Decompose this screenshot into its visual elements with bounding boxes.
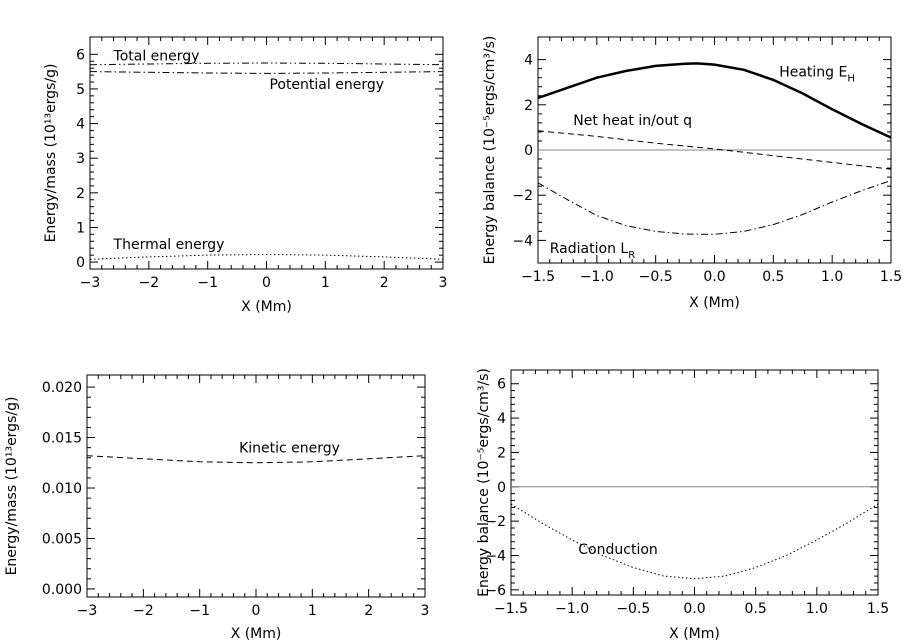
y-tick-label: 4 (76, 117, 85, 133)
series-line-potential-energy (89, 71, 444, 74)
x-tick-label: 0 (262, 275, 271, 291)
annotation-label: Heating EH (779, 65, 855, 85)
panel-1: −3 −2 −1 0 1 2 3 0 1 2 3 4 5 6 X (Mm) Energy/mass (10¹³… (43, 36, 448, 315)
annotation-label: Total energy (113, 49, 200, 65)
x-tick-label: −1.0 (555, 601, 589, 617)
y-tick-label: −4 (485, 548, 506, 564)
y-tick-label: 0 (497, 480, 506, 496)
x-tick-label: −2 (139, 275, 160, 291)
x-tick-label: −1.0 (580, 269, 614, 285)
plot-frame (86, 374, 426, 598)
x-tick-label: −1.5 (521, 269, 555, 285)
x-axis-label: X (Mm) (669, 626, 720, 642)
y-tick-label: 6 (76, 47, 85, 63)
y-tick-label: 0.005 (42, 531, 82, 547)
x-tick-label: 0.5 (745, 601, 767, 617)
y-axis-label: Energy balance (10⁻⁵ergs/cm³/s) (476, 368, 492, 597)
y-tick-label: 4 (497, 411, 506, 427)
series-line-thermal-energy (89, 253, 444, 260)
x-axis-label: X (Mm) (689, 295, 740, 311)
x-tick-label: 3 (421, 603, 430, 619)
annotation-label: Thermal energy (113, 237, 225, 253)
panel-2: −1.5 −1.0 −0.5 0.0 0.5 1.0 1.5 −4 −2 0 2 4 X (Mm) Ene… (482, 36, 902, 311)
x-axis-label: X (Mm) (231, 626, 282, 642)
y-tick-label: −4 (512, 233, 533, 249)
x-tick-label: −3 (80, 275, 101, 291)
x-tick-label: 0.0 (683, 601, 705, 617)
x-tick-label: 0 (252, 603, 261, 619)
x-axis-label: X (Mm) (241, 299, 292, 315)
x-tick-label: 0.5 (762, 269, 784, 285)
x-tick-label: −0.5 (639, 269, 673, 285)
y-tick-label: 0 (76, 255, 85, 271)
series-line-total-energy (89, 62, 444, 66)
y-tick-label: −2 (485, 514, 506, 530)
annotation-label: Net heat in/out q (573, 113, 692, 129)
annotation-label: Kinetic energy (239, 441, 340, 457)
y-tick-label: 6 (497, 377, 506, 393)
x-tick-label: 3 (439, 275, 448, 291)
series-line-heating-e-h (537, 62, 892, 139)
y-tick-label: 0.015 (42, 431, 82, 447)
y-tick-label: 0 (524, 143, 533, 159)
annotation-label: Radiation LR (550, 241, 635, 261)
y-tick-label: −6 (485, 583, 506, 599)
x-tick-label: 1 (308, 603, 317, 619)
x-tick-label: −0.5 (616, 601, 650, 617)
x-tick-label: 0.0 (703, 269, 725, 285)
x-tick-label: 2 (364, 603, 373, 619)
panel-4: −1.5 −1.0 −0.5 0.0 0.5 1.0 1.5 −6 −4 −2 0 2 4 6 X (Mm)… (476, 368, 889, 642)
x-tick-label: 1.5 (880, 269, 902, 285)
y-tick-label: −2 (512, 188, 533, 204)
y-tick-label: 5 (76, 82, 85, 98)
y-tick-label: 0.020 (42, 380, 82, 396)
x-tick-label: −1 (197, 275, 218, 291)
y-tick-label: 2 (524, 98, 533, 114)
y-tick-label: 0.000 (42, 582, 82, 598)
x-tick-label: 1.0 (806, 601, 828, 617)
x-tick-label: −3 (77, 603, 98, 619)
annotation-label: Conduction (578, 542, 658, 558)
x-tick-label: 1 (321, 275, 330, 291)
x-tick-label: −2 (133, 603, 154, 619)
y-tick-label: 1 (76, 220, 85, 236)
x-tick-label: −1 (189, 603, 210, 619)
series-line-radiation-l-r (537, 180, 892, 235)
x-tick-label: −1.5 (494, 601, 528, 617)
y-axis-label: Energy/mass (10¹³ergs/g) (4, 397, 20, 576)
series-line-kinetic-energy (86, 455, 426, 464)
y-tick-label: 0.010 (42, 481, 82, 497)
y-axis-label: Energy balance (10⁻⁵ergs/cm³/s) (482, 36, 498, 265)
x-tick-label: 2 (380, 275, 389, 291)
y-axis-label: Energy/mass (10¹³ergs/g) (43, 64, 59, 243)
plot-frame (510, 369, 879, 596)
y-tick-label: 2 (497, 445, 506, 461)
x-tick-label: 1.5 (867, 601, 889, 617)
x-tick-label: 1.0 (821, 269, 843, 285)
y-tick-label: 4 (524, 53, 533, 69)
y-tick-label: 3 (76, 151, 85, 167)
series-line-net-heat-in-out-q (537, 130, 892, 170)
panel-3: −3 −2 −1 0 1 2 3 0.000 0.005 0.010 0.015 0.020 X (Mm… (4, 374, 430, 642)
series-line-conduction (510, 503, 879, 580)
annotation-label: Potential energy (269, 77, 384, 93)
y-tick-label: 2 (76, 186, 85, 202)
